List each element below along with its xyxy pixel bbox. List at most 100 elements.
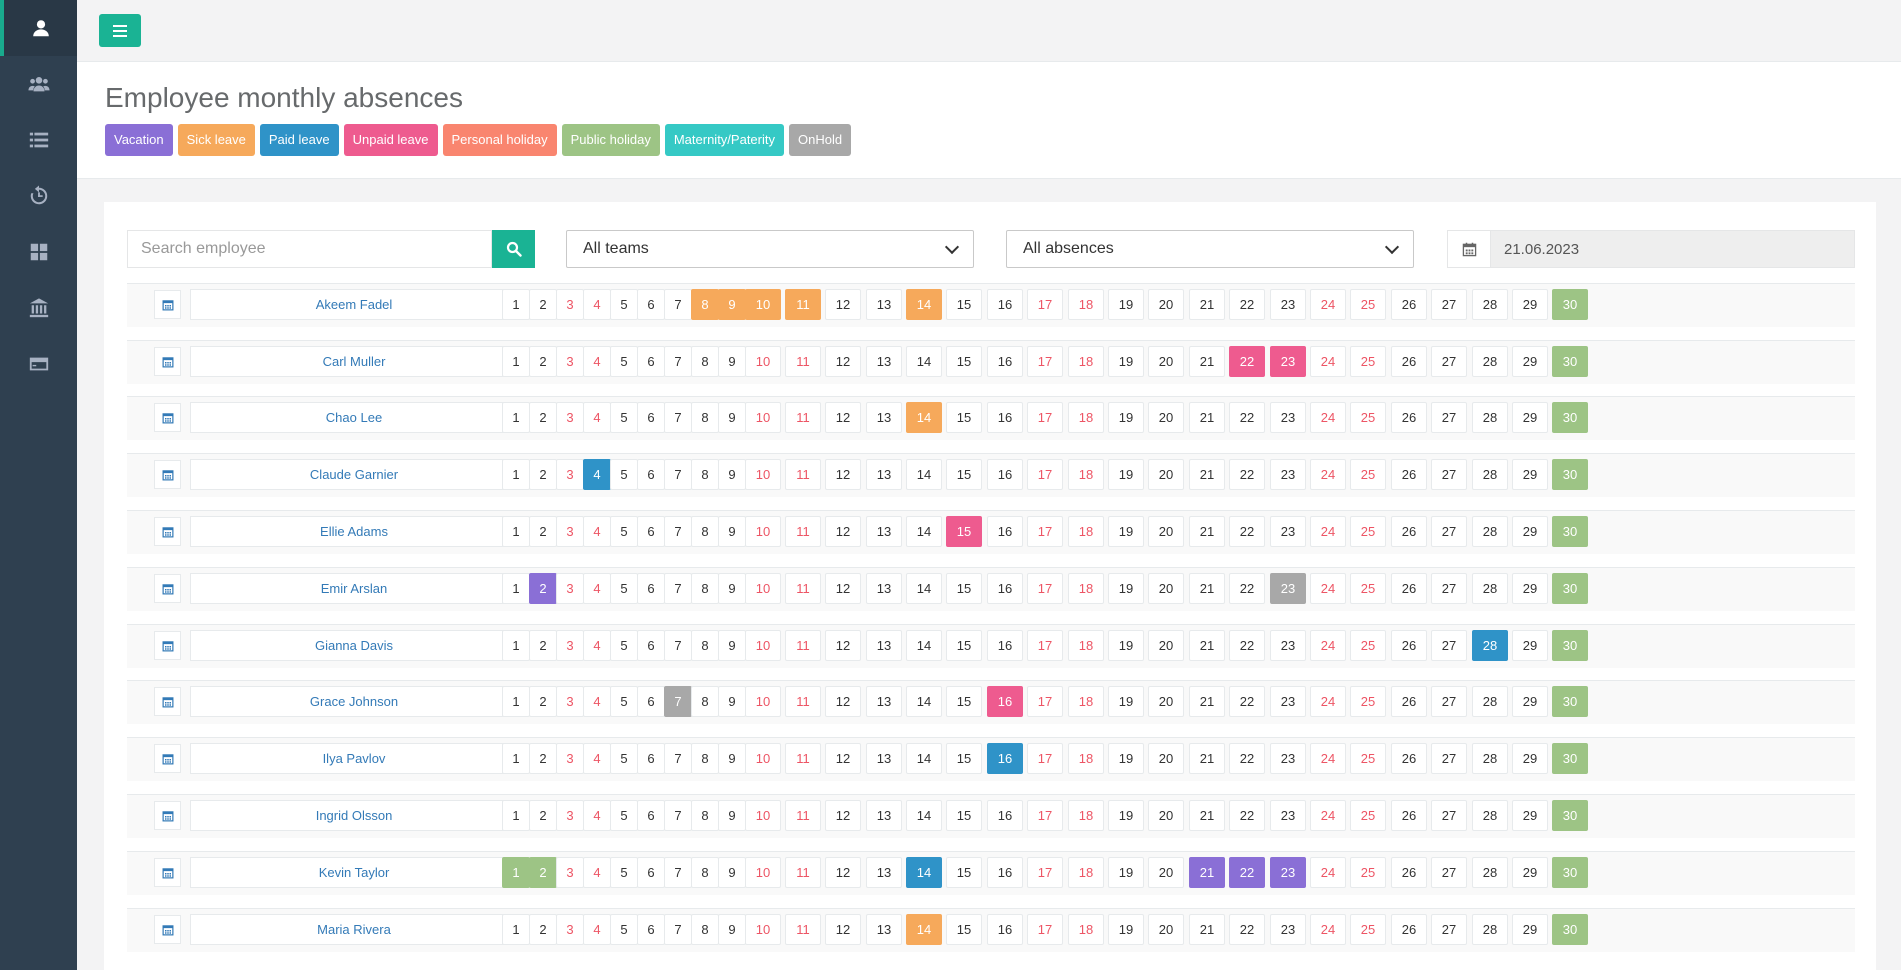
employee-name[interactable]: Grace Johnson	[190, 686, 518, 717]
day-cell-29[interactable]: 29	[1512, 402, 1548, 433]
day-cell-5[interactable]: 5	[610, 630, 638, 661]
day-cell-20[interactable]: 20	[1148, 346, 1184, 377]
day-cell-3[interactable]: 3	[556, 346, 584, 377]
day-cell-19[interactable]: 19	[1108, 743, 1144, 774]
day-cell-22[interactable]: 22	[1229, 743, 1265, 774]
day-cell-28[interactable]: 28	[1472, 914, 1508, 945]
nav-history[interactable]	[0, 168, 77, 224]
day-cell-3[interactable]: 3	[556, 573, 584, 604]
date-picker[interactable]: 21.06.2023	[1447, 230, 1855, 268]
day-cell-25[interactable]: 25	[1350, 743, 1386, 774]
day-cell-10[interactable]: 10	[745, 857, 781, 888]
day-cell-15[interactable]: 15	[946, 573, 982, 604]
day-cell-6[interactable]: 6	[637, 743, 665, 774]
day-cell-18[interactable]: 18	[1068, 573, 1104, 604]
employee-calendar-button[interactable]	[154, 915, 181, 944]
day-cell-28[interactable]: 28	[1472, 857, 1508, 888]
day-cell-5[interactable]: 5	[610, 914, 638, 945]
day-cell-1[interactable]: 1	[502, 686, 530, 717]
day-cell-14[interactable]: 14	[906, 402, 942, 433]
day-cell-19[interactable]: 19	[1108, 459, 1144, 490]
day-cell-12[interactable]: 12	[825, 630, 861, 661]
day-cell-4[interactable]: 4	[583, 686, 611, 717]
day-cell-14[interactable]: 14	[906, 800, 942, 831]
day-cell-22[interactable]: 22	[1229, 800, 1265, 831]
day-cell-11[interactable]: 11	[785, 289, 821, 320]
day-cell-5[interactable]: 5	[610, 346, 638, 377]
day-cell-5[interactable]: 5	[610, 459, 638, 490]
day-cell-8[interactable]: 8	[691, 630, 719, 661]
day-cell-11[interactable]: 11	[785, 686, 821, 717]
day-cell-28[interactable]: 28	[1472, 686, 1508, 717]
day-cell-21[interactable]: 21	[1189, 289, 1225, 320]
day-cell-30[interactable]: 30	[1552, 630, 1588, 661]
day-cell-10[interactable]: 10	[745, 800, 781, 831]
employee-calendar-button[interactable]	[154, 801, 181, 830]
day-cell-10[interactable]: 10	[745, 289, 781, 320]
day-cell-12[interactable]: 12	[825, 289, 861, 320]
day-cell-9[interactable]: 9	[718, 630, 746, 661]
day-cell-8[interactable]: 8	[691, 346, 719, 377]
day-cell-12[interactable]: 12	[825, 686, 861, 717]
day-cell-27[interactable]: 27	[1431, 800, 1467, 831]
day-cell-22[interactable]: 22	[1229, 289, 1265, 320]
day-cell-10[interactable]: 10	[745, 573, 781, 604]
employee-name[interactable]: Kevin Taylor	[190, 857, 518, 888]
nav-employees[interactable]	[0, 56, 77, 112]
day-cell-19[interactable]: 19	[1108, 516, 1144, 547]
day-cell-28[interactable]: 28	[1472, 800, 1508, 831]
day-cell-8[interactable]: 8	[691, 402, 719, 433]
day-cell-5[interactable]: 5	[610, 573, 638, 604]
day-cell-2[interactable]: 2	[529, 800, 557, 831]
day-cell-12[interactable]: 12	[825, 346, 861, 377]
day-cell-13[interactable]: 13	[866, 516, 902, 547]
day-cell-6[interactable]: 6	[637, 573, 665, 604]
day-cell-6[interactable]: 6	[637, 686, 665, 717]
menu-toggle-button[interactable]	[99, 14, 141, 47]
day-cell-16[interactable]: 16	[987, 914, 1023, 945]
day-cell-3[interactable]: 3	[556, 402, 584, 433]
day-cell-12[interactable]: 12	[825, 857, 861, 888]
day-cell-3[interactable]: 3	[556, 914, 584, 945]
day-cell-17[interactable]: 17	[1027, 800, 1063, 831]
employee-calendar-button[interactable]	[154, 631, 181, 660]
day-cell-25[interactable]: 25	[1350, 686, 1386, 717]
day-cell-27[interactable]: 27	[1431, 743, 1467, 774]
day-cell-24[interactable]: 24	[1310, 346, 1346, 377]
day-cell-7[interactable]: 7	[664, 459, 692, 490]
day-cell-12[interactable]: 12	[825, 516, 861, 547]
day-cell-10[interactable]: 10	[745, 516, 781, 547]
day-cell-25[interactable]: 25	[1350, 573, 1386, 604]
day-cell-2[interactable]: 2	[529, 743, 557, 774]
day-cell-4[interactable]: 4	[583, 914, 611, 945]
day-cell-11[interactable]: 11	[785, 743, 821, 774]
employee-name[interactable]: Emir Arslan	[190, 573, 518, 604]
day-cell-8[interactable]: 8	[691, 857, 719, 888]
day-cell-11[interactable]: 11	[785, 630, 821, 661]
day-cell-8[interactable]: 8	[691, 573, 719, 604]
day-cell-22[interactable]: 22	[1229, 516, 1265, 547]
day-cell-26[interactable]: 26	[1391, 686, 1427, 717]
day-cell-8[interactable]: 8	[691, 743, 719, 774]
day-cell-23[interactable]: 23	[1270, 914, 1306, 945]
day-cell-6[interactable]: 6	[637, 630, 665, 661]
day-cell-28[interactable]: 28	[1472, 346, 1508, 377]
day-cell-22[interactable]: 22	[1229, 914, 1265, 945]
day-cell-21[interactable]: 21	[1189, 630, 1225, 661]
day-cell-4[interactable]: 4	[583, 459, 611, 490]
date-picker-button[interactable]	[1447, 230, 1491, 268]
day-cell-1[interactable]: 1	[502, 743, 530, 774]
employee-calendar-button[interactable]	[154, 347, 181, 376]
day-cell-18[interactable]: 18	[1068, 516, 1104, 547]
day-cell-5[interactable]: 5	[610, 857, 638, 888]
day-cell-29[interactable]: 29	[1512, 800, 1548, 831]
day-cell-6[interactable]: 6	[637, 800, 665, 831]
day-cell-25[interactable]: 25	[1350, 346, 1386, 377]
day-cell-22[interactable]: 22	[1229, 402, 1265, 433]
day-cell-30[interactable]: 30	[1552, 289, 1588, 320]
day-cell-3[interactable]: 3	[556, 686, 584, 717]
day-cell-30[interactable]: 30	[1552, 743, 1588, 774]
day-cell-22[interactable]: 22	[1229, 630, 1265, 661]
day-cell-23[interactable]: 23	[1270, 573, 1306, 604]
day-cell-27[interactable]: 27	[1431, 630, 1467, 661]
